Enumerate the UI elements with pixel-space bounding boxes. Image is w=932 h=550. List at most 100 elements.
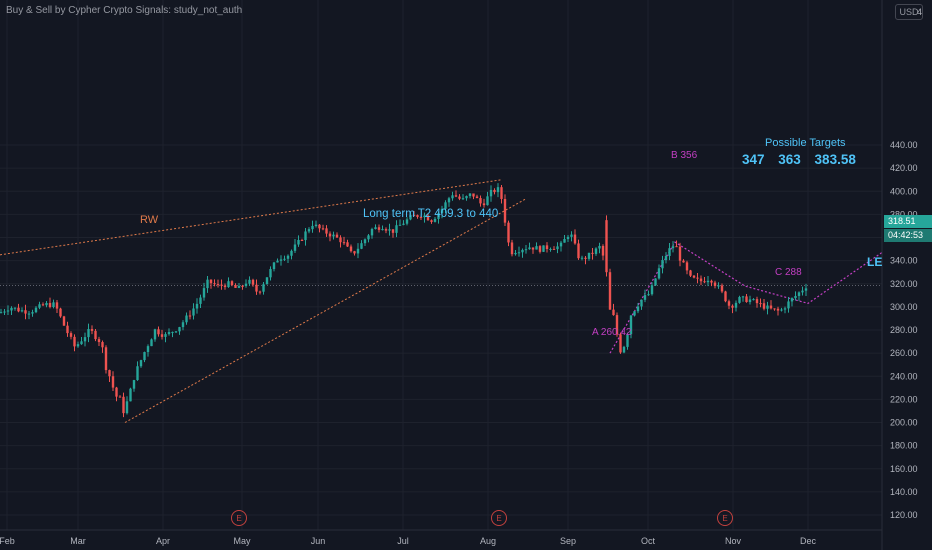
annotation-long-term[interactable]: Long term T2 409.3 to 440 (363, 208, 499, 220)
candle-body (605, 220, 608, 273)
candle-body (783, 308, 787, 310)
candle-body (272, 262, 276, 270)
annotation-point-b[interactable]: B 356 (671, 150, 698, 161)
candle-body (720, 285, 724, 292)
candle-body (472, 193, 475, 197)
candle-body (297, 240, 300, 245)
y-tick-label: 220.00 (890, 394, 918, 404)
candle-body (556, 246, 559, 250)
annotation-point-c[interactable]: C 288 (775, 267, 802, 278)
candle-body (185, 315, 188, 323)
candle-body (342, 242, 346, 244)
candle-body (220, 284, 223, 286)
candle-body (696, 277, 699, 279)
candle-body (69, 333, 73, 337)
candle-body (164, 334, 167, 337)
candle-body (496, 187, 500, 193)
candle-body (759, 303, 762, 305)
candle-body (339, 237, 342, 243)
candle-body (685, 262, 689, 271)
annotation-possible-targets[interactable]: Possible Targets (765, 137, 846, 149)
earnings-marker[interactable]: E (717, 510, 733, 526)
earnings-marker[interactable]: E (231, 510, 247, 526)
annotation-le[interactable]: LE (867, 255, 883, 269)
candle-body (209, 279, 213, 284)
candle-body (503, 198, 507, 223)
candle-body (136, 366, 139, 381)
candle-body (724, 291, 727, 302)
candle-body (510, 242, 514, 255)
candle-body (755, 299, 759, 304)
candle-body (325, 228, 328, 234)
candle-body (230, 281, 234, 286)
candle-body (797, 292, 801, 296)
candle-body (766, 305, 769, 309)
candle-body (153, 329, 157, 340)
x-tick-label: Sep (560, 536, 576, 546)
candle-body (66, 325, 69, 334)
candle-body (391, 229, 395, 233)
candle-body (577, 243, 580, 259)
candle-body (769, 305, 773, 309)
candle-body (454, 195, 458, 197)
candle-body (458, 196, 461, 199)
candle-body (489, 189, 493, 197)
annotation-point-a[interactable]: A 260.42 (592, 327, 632, 338)
annotation-target-values[interactable]: 347 363 383.58 (742, 152, 856, 167)
candle-body (468, 193, 472, 197)
candle-body (55, 302, 59, 309)
candle-body (48, 302, 52, 307)
candle-body (517, 252, 521, 254)
candle-body (664, 255, 668, 261)
candle-body (710, 280, 713, 283)
candle-body (615, 315, 619, 335)
candle-body (356, 248, 360, 254)
candle-body (479, 198, 482, 204)
candle-body (276, 260, 279, 263)
x-tick-label: Aug (480, 536, 496, 546)
candle-body (202, 288, 206, 298)
candle-body (412, 215, 416, 217)
candle-body (73, 336, 76, 347)
candle-body (787, 301, 790, 309)
candle-body (111, 376, 115, 388)
currency-button[interactable]: USD (895, 4, 923, 20)
candle-body (486, 196, 489, 206)
candle-body (234, 285, 237, 288)
candle-body (13, 307, 17, 309)
candle-body (27, 313, 31, 315)
candle-body (181, 322, 185, 328)
candle-body (223, 285, 227, 288)
annotation-rw[interactable]: RW (140, 214, 159, 226)
candle-body (227, 281, 230, 288)
x-tick-label: Jul (397, 536, 409, 546)
candle-body (801, 290, 804, 293)
candle-body (104, 347, 108, 371)
candle-body (269, 269, 272, 278)
candle-body (409, 215, 412, 220)
candle-body (370, 229, 374, 236)
candle-body (279, 259, 283, 261)
candle-body (482, 203, 486, 206)
candle-body (668, 248, 671, 256)
candle-body (251, 279, 255, 285)
candle-body (675, 246, 678, 248)
candle-body (507, 222, 510, 243)
y-tick-label: 340.00 (890, 256, 918, 266)
x-tick-label: Oct (641, 536, 656, 546)
candle-body (143, 352, 146, 361)
candle-body (318, 224, 321, 229)
candle-body (157, 329, 160, 335)
candle-body (794, 295, 797, 299)
earnings-marker[interactable]: E (491, 510, 507, 526)
y-tick-label: 4 (917, 7, 922, 17)
y-tick-label: 180.00 (890, 441, 918, 451)
candle-body (6, 310, 10, 312)
candle-body (416, 215, 419, 217)
y-tick-label: 280.00 (890, 325, 918, 335)
candle-body (584, 257, 587, 259)
candle-body (377, 227, 381, 230)
candle-body (0, 312, 3, 314)
candle-body (216, 284, 220, 286)
